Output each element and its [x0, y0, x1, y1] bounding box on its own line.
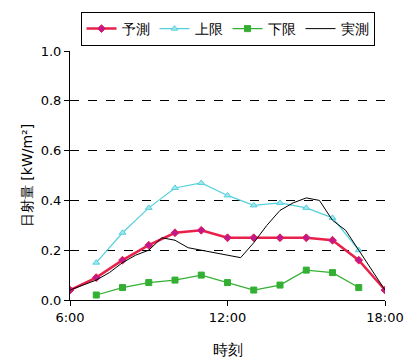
svg-text:0.8: 0.8	[41, 93, 62, 108]
svg-text:0.0: 0.0	[41, 293, 62, 308]
svg-text:12:00: 12:00	[209, 310, 246, 325]
svg-text:日射量 [kW/m²]: 日射量 [kW/m²]	[19, 124, 35, 227]
svg-text:1.0: 1.0	[41, 44, 62, 59]
svg-text:実測: 実測	[341, 21, 369, 37]
svg-text:6:00: 6:00	[55, 310, 84, 325]
svg-text:上限: 上限	[195, 21, 223, 37]
svg-text:18:00: 18:00	[366, 310, 403, 325]
svg-text:0.6: 0.6	[41, 143, 62, 158]
svg-text:下限: 下限	[268, 21, 296, 37]
svg-text:予測: 予測	[122, 21, 150, 37]
svg-text:時刻: 時刻	[213, 341, 243, 359]
svg-text:0.4: 0.4	[41, 193, 62, 208]
svg-text:0.2: 0.2	[41, 243, 62, 258]
